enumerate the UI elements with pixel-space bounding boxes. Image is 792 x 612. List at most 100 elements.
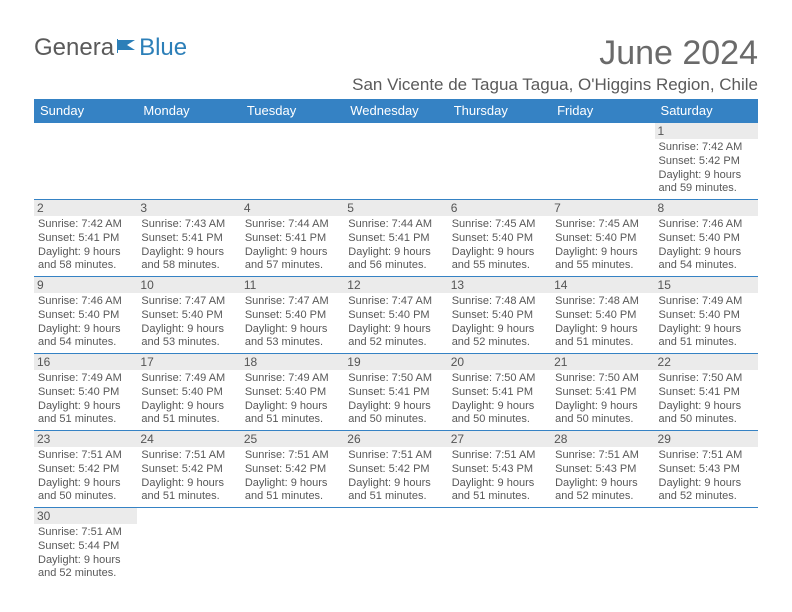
calendar-week: 16Sunrise: 7:49 AMSunset: 5:40 PMDayligh… <box>34 354 758 431</box>
day-number: 25 <box>241 431 344 447</box>
day-number: 28 <box>551 431 654 447</box>
day-info: Sunrise: 7:42 AMSunset: 5:41 PMDaylight:… <box>38 218 133 273</box>
day-number: 4 <box>241 200 344 216</box>
day-number: 11 <box>241 277 344 293</box>
flag-icon <box>114 34 139 62</box>
day-info: Sunrise: 7:50 AMSunset: 5:41 PMDaylight:… <box>555 372 650 427</box>
day-info: Sunrise: 7:44 AMSunset: 5:41 PMDaylight:… <box>348 218 443 273</box>
month-title: June 2024 <box>599 34 758 73</box>
calendar-day: 16Sunrise: 7:49 AMSunset: 5:40 PMDayligh… <box>34 354 137 431</box>
calendar-day: 19Sunrise: 7:50 AMSunset: 5:41 PMDayligh… <box>344 354 447 431</box>
calendar-page: Genera Blue June 2024 San Vicente de Tag… <box>0 0 792 604</box>
day-number: 22 <box>655 354 758 370</box>
day-number: 19 <box>344 354 447 370</box>
day-header: Sunday <box>34 99 137 123</box>
day-info: Sunrise: 7:45 AMSunset: 5:40 PMDaylight:… <box>555 218 650 273</box>
day-header: Tuesday <box>241 99 344 123</box>
calendar-day: 1Sunrise: 7:42 AMSunset: 5:42 PMDaylight… <box>655 123 758 200</box>
day-info: Sunrise: 7:45 AMSunset: 5:40 PMDaylight:… <box>452 218 547 273</box>
calendar-day: 13 Sunrise: 7:48 AMSunset: 5:40 PMDayligh… <box>448 277 551 354</box>
day-info: Sunrise: 7:50 AMSunset: 5:41 PMDaylight:… <box>452 372 547 427</box>
day-number: 6 <box>448 200 551 216</box>
calendar-day: 12Sunrise: 7:47 AMSunset: 5:40 PMDayligh… <box>344 277 447 354</box>
day-info: Sunrise: 7:42 AMSunset: 5:42 PMDaylight:… <box>659 141 754 196</box>
day-info: Sunrise: 7:51 AMSunset: 5:42 PMDaylight:… <box>38 449 133 504</box>
calendar-day: 5 Sunrise: 7:44 AMSunset: 5:41 PMDaylight… <box>344 200 447 277</box>
day-info: Sunrise: 7:46 AMSunset: 5:40 PMDaylight:… <box>38 295 133 350</box>
calendar-day: 4 Sunrise: 7:44 AMSunset: 5:41 PMDaylight… <box>241 200 344 277</box>
calendar-day: 22 Sunrise: 7:50 AMSunset: 5:41 PMDayligh… <box>655 354 758 431</box>
day-number: 29 <box>655 431 758 447</box>
calendar-day: 15 Sunrise: 7:49 AMSunset: 5:40 PMDayligh… <box>655 277 758 354</box>
header-row: Genera Blue June 2024 <box>34 34 758 73</box>
day-number: 2 <box>34 200 137 216</box>
calendar-day: 21 Sunrise: 7:50 AMSunset: 5:41 PMDayligh… <box>551 354 654 431</box>
day-number: 7 <box>551 200 654 216</box>
day-number: 15 <box>655 277 758 293</box>
calendar-empty <box>344 123 447 200</box>
calendar-empty <box>551 123 654 200</box>
day-number: 13 <box>448 277 551 293</box>
day-info: Sunrise: 7:44 AMSunset: 5:41 PMDaylight:… <box>245 218 340 273</box>
calendar-week: 2 Sunrise: 7:42 AMSunset: 5:41 PMDaylight… <box>34 200 758 277</box>
calendar-empty <box>241 123 344 200</box>
calendar-week: 30Sunrise: 7:51 AMSunset: 5:44 PMDayligh… <box>34 508 758 585</box>
calendar-day: 6 Sunrise: 7:45 AMSunset: 5:40 PMDaylight… <box>448 200 551 277</box>
day-info: Sunrise: 7:50 AMSunset: 5:41 PMDaylight:… <box>659 372 754 427</box>
day-header: Thursday <box>448 99 551 123</box>
day-info: Sunrise: 7:51 AMSunset: 5:43 PMDaylight:… <box>659 449 754 504</box>
day-info: Sunrise: 7:51 AMSunset: 5:42 PMDaylight:… <box>245 449 340 504</box>
brand-part2: Blue <box>139 34 187 62</box>
day-info: Sunrise: 7:51 AMSunset: 5:43 PMDaylight:… <box>452 449 547 504</box>
calendar-empty <box>448 123 551 200</box>
day-info: Sunrise: 7:51 AMSunset: 5:42 PMDaylight:… <box>348 449 443 504</box>
calendar-empty <box>241 508 344 585</box>
day-number: 9 <box>34 277 137 293</box>
day-number: 8 <box>655 200 758 216</box>
calendar-empty <box>448 508 551 585</box>
calendar-day: 25 Sunrise: 7:51 AMSunset: 5:42 PMDayligh… <box>241 431 344 508</box>
day-header: Monday <box>137 99 240 123</box>
day-number: 21 <box>551 354 654 370</box>
calendar-week: 23Sunrise: 7:51 AMSunset: 5:42 PMDayligh… <box>34 431 758 508</box>
calendar-day: 18 Sunrise: 7:49 AMSunset: 5:40 PMDayligh… <box>241 354 344 431</box>
calendar-day: 23Sunrise: 7:51 AMSunset: 5:42 PMDayligh… <box>34 431 137 508</box>
calendar-empty <box>551 508 654 585</box>
day-number: 18 <box>241 354 344 370</box>
day-info: Sunrise: 7:48 AMSunset: 5:40 PMDaylight:… <box>555 295 650 350</box>
day-number: 10 <box>137 277 240 293</box>
day-header: Friday <box>551 99 654 123</box>
day-info: Sunrise: 7:49 AMSunset: 5:40 PMDaylight:… <box>141 372 236 427</box>
calendar-day: 9 Sunrise: 7:46 AMSunset: 5:40 PMDaylight… <box>34 277 137 354</box>
day-number: 14 <box>551 277 654 293</box>
calendar-week: 1Sunrise: 7:42 AMSunset: 5:42 PMDaylight… <box>34 123 758 200</box>
day-info: Sunrise: 7:51 AMSunset: 5:44 PMDaylight:… <box>38 526 133 581</box>
day-number: 24 <box>137 431 240 447</box>
day-number: 20 <box>448 354 551 370</box>
calendar-day: 17 Sunrise: 7:49 AMSunset: 5:40 PMDayligh… <box>137 354 240 431</box>
day-info: Sunrise: 7:49 AMSunset: 5:40 PMDaylight:… <box>659 295 754 350</box>
day-info: Sunrise: 7:46 AMSunset: 5:40 PMDaylight:… <box>659 218 754 273</box>
day-info: Sunrise: 7:48 AMSunset: 5:40 PMDaylight:… <box>452 295 547 350</box>
calendar-day: 28 Sunrise: 7:51 AMSunset: 5:43 PMDayligh… <box>551 431 654 508</box>
calendar-day: 14 Sunrise: 7:48 AMSunset: 5:40 PMDayligh… <box>551 277 654 354</box>
calendar-empty <box>34 123 137 200</box>
day-info: Sunrise: 7:51 AMSunset: 5:43 PMDaylight:… <box>555 449 650 504</box>
day-number: 12 <box>344 277 447 293</box>
day-number: 5 <box>344 200 447 216</box>
day-number: 3 <box>137 200 240 216</box>
day-number: 17 <box>137 354 240 370</box>
calendar-header: SundayMondayTuesdayWednesdayThursdayFrid… <box>34 99 758 123</box>
calendar-body: 1Sunrise: 7:42 AMSunset: 5:42 PMDaylight… <box>34 123 758 584</box>
calendar-day: 2 Sunrise: 7:42 AMSunset: 5:41 PMDaylight… <box>34 200 137 277</box>
calendar-table: SundayMondayTuesdayWednesdayThursdayFrid… <box>34 99 758 584</box>
day-info: Sunrise: 7:49 AMSunset: 5:40 PMDaylight:… <box>245 372 340 427</box>
calendar-day: 30Sunrise: 7:51 AMSunset: 5:44 PMDayligh… <box>34 508 137 585</box>
day-number: 26 <box>344 431 447 447</box>
day-number: 27 <box>448 431 551 447</box>
calendar-week: 9 Sunrise: 7:46 AMSunset: 5:40 PMDaylight… <box>34 277 758 354</box>
calendar-day: 10Sunrise: 7:47 AMSunset: 5:40 PMDayligh… <box>137 277 240 354</box>
day-info: Sunrise: 7:43 AMSunset: 5:41 PMDaylight:… <box>141 218 236 273</box>
brand-logo: Genera Blue <box>34 34 187 62</box>
calendar-empty <box>344 508 447 585</box>
